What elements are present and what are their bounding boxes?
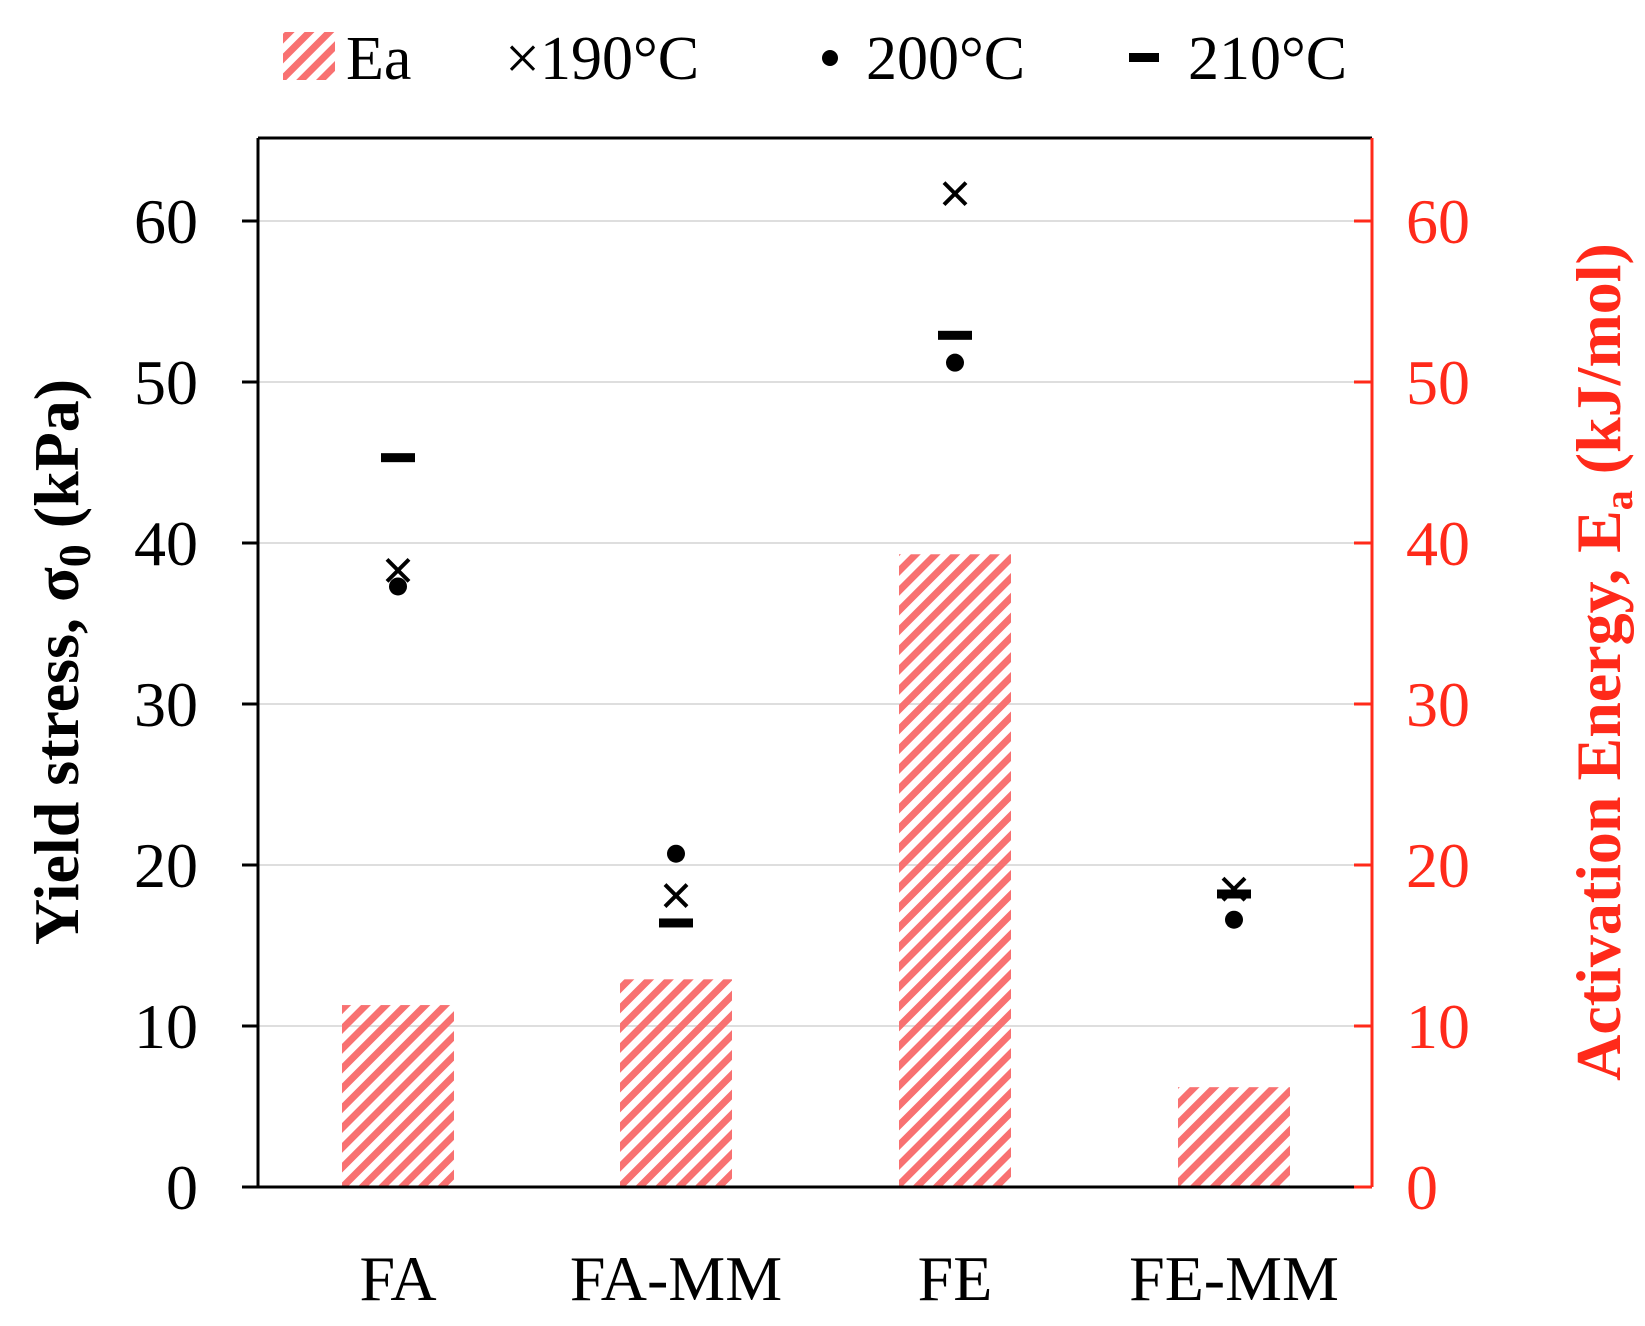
bar-ea-fa-mm (620, 979, 732, 1187)
legend-200-label: 200°C (866, 25, 1025, 93)
x-label-fe: FE (918, 1243, 993, 1314)
left-axis-title-unit: (kPa) (21, 379, 92, 544)
x-label-fa: FA (359, 1243, 436, 1314)
right-tick-label-0: 0 (1406, 1152, 1438, 1223)
bar-ea-fa (342, 1005, 454, 1187)
marker-200c-fe (946, 353, 964, 372)
legend-210-label: 210°C (1188, 25, 1347, 93)
right-tick-label-20: 20 (1406, 830, 1470, 901)
right-axis-ticks: 0 10 20 30 40 50 60 (1354, 186, 1470, 1223)
gridlines (258, 220, 1372, 1027)
marker-190c-fe-stroke-b (942, 181, 968, 207)
right-axis-title-sub: a (1596, 490, 1641, 510)
bar-ea-fe-mm (1178, 1087, 1290, 1187)
marker-190c-fa-mm (663, 883, 689, 909)
left-axis-title-main: Yield stress, σ (21, 567, 92, 945)
right-tick-label-40: 40 (1406, 508, 1470, 579)
right-tick-label-50: 50 (1406, 347, 1470, 418)
marker-190c-fe (942, 181, 968, 207)
marker-200c-fa (389, 577, 407, 596)
right-axis-title: Activation Energy, Ea (kJ/mol) (1563, 243, 1641, 1081)
right-tick-label-10: 10 (1406, 991, 1470, 1062)
right-axis-title-unit: (kJ/mol) (1563, 243, 1634, 490)
marker-190c-fa-stroke-b (385, 557, 411, 583)
marker-200c-fe-mm (1225, 910, 1243, 929)
marker-series (381, 181, 1251, 929)
legend-ea-swatch (283, 32, 335, 80)
marker-210c-fe-mm (1217, 889, 1251, 899)
marker-210c-fa (381, 453, 415, 463)
right-tick-label-60: 60 (1406, 186, 1470, 257)
x-label-fe-mm: FE-MM (1129, 1243, 1339, 1314)
bar-series-ea (342, 554, 1290, 1187)
x-label-fa-mm: FA-MM (570, 1243, 782, 1314)
left-tick-label-20: 20 (134, 830, 198, 901)
legend-200-marker (822, 50, 838, 66)
plot-frame (256, 136, 1374, 1189)
legend-210-marker (1129, 53, 1159, 62)
left-tick-label-60: 60 (134, 186, 198, 257)
legend: Ea ×190°C 200°C 210°C (283, 25, 1347, 93)
right-tick-label-30: 30 (1406, 669, 1470, 740)
bar-ea-fe (899, 554, 1011, 1187)
left-axis-title-sub: 0 (49, 544, 100, 567)
left-tick-label-10: 10 (134, 991, 198, 1062)
right-axis-title-main: Activation Energy, E (1563, 510, 1634, 1081)
marker-210c-fa-mm (659, 918, 693, 928)
marker-190c-fa (385, 557, 411, 583)
x-axis-labels: FA FA-MM FE FE-MM (359, 1243, 1338, 1314)
legend-190-label: ×190°C (505, 25, 699, 93)
left-tick-label-0: 0 (166, 1152, 198, 1223)
left-axis-title: Yield stress, σ0 (kPa) (21, 379, 100, 945)
marker-210c-fe (938, 330, 972, 340)
left-axis-ticks: 0 10 20 30 40 50 60 (134, 186, 258, 1223)
left-tick-label-30: 30 (134, 669, 198, 740)
left-tick-label-50: 50 (134, 347, 198, 418)
marker-190c-fa-mm-stroke-b (663, 883, 689, 909)
marker-200c-fa-mm (667, 844, 685, 863)
legend-ea-label: Ea (346, 25, 411, 93)
left-tick-label-40: 40 (134, 508, 198, 579)
